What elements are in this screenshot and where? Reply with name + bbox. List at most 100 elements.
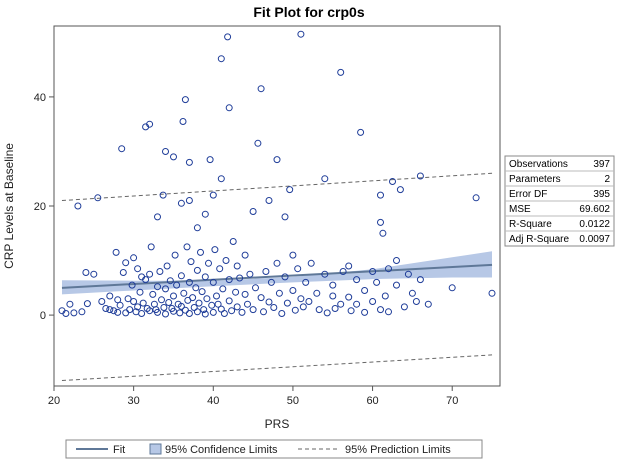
data-point xyxy=(209,191,217,199)
data-point xyxy=(102,305,110,312)
data-point xyxy=(329,292,337,300)
data-point xyxy=(389,178,396,185)
data-point xyxy=(177,302,185,310)
chart-title: Fit Plot for crp0s xyxy=(253,4,364,20)
y-tick-label: 40 xyxy=(34,92,46,104)
data-point xyxy=(225,297,233,305)
data-point xyxy=(162,148,169,155)
data-point xyxy=(195,299,203,307)
data-point xyxy=(118,145,126,153)
legend-confidence-label: 95% Confidence Limits xyxy=(165,444,278,456)
legend-confidence-swatch xyxy=(149,443,162,455)
data-point xyxy=(106,306,114,314)
prediction-upper-line xyxy=(61,172,493,202)
data-point xyxy=(339,268,347,275)
data-point xyxy=(329,281,337,289)
data-point xyxy=(156,268,164,275)
data-point xyxy=(122,309,130,317)
data-point xyxy=(369,268,377,275)
data-point xyxy=(193,266,201,274)
data-point xyxy=(201,310,209,318)
data-point xyxy=(90,270,98,278)
y-axis: 0 20 40 xyxy=(34,92,54,322)
y-tick-label: 20 xyxy=(34,201,46,213)
data-point xyxy=(345,293,353,301)
data-point xyxy=(162,285,169,293)
y-tick-label: 0 xyxy=(40,310,46,322)
data-point xyxy=(222,257,230,264)
data-point xyxy=(216,265,224,273)
data-point xyxy=(134,265,142,273)
data-point xyxy=(126,306,134,314)
data-point xyxy=(225,276,233,284)
data-point xyxy=(225,104,233,112)
data-point xyxy=(385,265,392,273)
x-tick-label: 70 xyxy=(446,395,458,407)
fit-stat-value: 397 xyxy=(593,159,610,170)
data-point xyxy=(246,270,254,278)
data-point xyxy=(377,191,384,199)
data-point xyxy=(297,295,305,303)
data-point xyxy=(201,210,209,218)
data-point xyxy=(321,175,329,183)
data-point xyxy=(82,269,90,276)
data-point xyxy=(206,156,214,164)
data-point xyxy=(260,308,267,316)
data-point xyxy=(200,306,208,314)
data-point xyxy=(201,273,209,281)
data-point xyxy=(283,299,291,307)
data-point xyxy=(162,310,169,318)
data-point xyxy=(193,224,201,232)
fit-stat-label: Parameters xyxy=(509,174,561,185)
fit-stat-value: 0.0097 xyxy=(579,234,610,245)
data-point xyxy=(149,290,157,298)
data-point xyxy=(220,310,228,317)
data-point xyxy=(345,262,353,270)
data-point xyxy=(408,289,416,297)
data-point xyxy=(377,306,384,314)
fit-stat-label: R-Square xyxy=(509,219,552,230)
legend-frame xyxy=(65,439,483,459)
data-point xyxy=(233,303,241,311)
data-point xyxy=(154,283,161,291)
x-tick-label: 60 xyxy=(366,395,378,407)
data-point xyxy=(278,310,286,317)
data-point xyxy=(289,287,297,294)
fit-stat-label: Error DF xyxy=(509,189,547,200)
data-point xyxy=(270,304,278,311)
data-point xyxy=(187,258,195,266)
data-point xyxy=(379,229,387,237)
data-point xyxy=(361,308,369,316)
data-point xyxy=(302,278,310,286)
data-point xyxy=(396,186,404,194)
data-point xyxy=(78,308,86,316)
data-point xyxy=(257,85,265,93)
data-point xyxy=(170,292,177,300)
data-point xyxy=(122,259,130,267)
plot-frame xyxy=(53,25,501,387)
data-point xyxy=(62,310,70,317)
fit-stat-value: 2 xyxy=(604,174,610,185)
data-point xyxy=(217,175,225,183)
data-point xyxy=(488,289,496,297)
data-point xyxy=(185,197,193,204)
data-point xyxy=(347,307,355,315)
y-axis-label: CRP Levels at Baseline xyxy=(2,143,16,269)
data-point xyxy=(193,308,201,316)
data-point xyxy=(233,262,241,270)
data-point xyxy=(166,277,174,285)
data-point xyxy=(185,310,193,317)
data-point xyxy=(265,197,273,204)
data-point xyxy=(377,218,384,226)
data-point xyxy=(170,307,177,315)
data-points xyxy=(58,30,496,318)
data-point xyxy=(228,307,236,315)
fit-stat-value: 0.0122 xyxy=(579,219,610,230)
data-point xyxy=(94,194,102,202)
data-point xyxy=(214,300,222,308)
data-point xyxy=(98,298,106,305)
data-point xyxy=(176,309,184,317)
data-point xyxy=(249,306,257,314)
data-point xyxy=(373,278,381,286)
data-point xyxy=(281,273,289,281)
